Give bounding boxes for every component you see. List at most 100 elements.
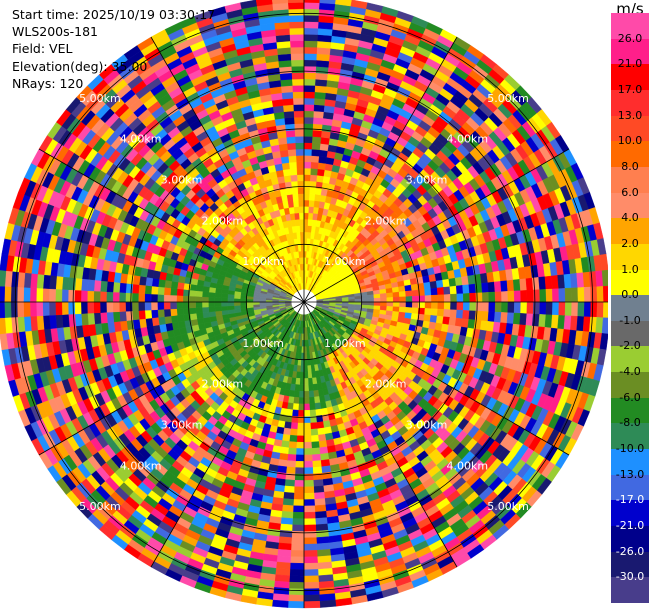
gate-cell bbox=[189, 307, 197, 315]
gate-cell bbox=[195, 296, 203, 303]
gate-cell bbox=[303, 422, 311, 430]
gate-cell bbox=[313, 104, 325, 113]
gate-cell bbox=[303, 40, 318, 48]
gate-cell bbox=[282, 427, 291, 436]
gate-cell bbox=[310, 428, 319, 436]
gate-cell bbox=[577, 301, 585, 317]
gate-cell bbox=[512, 279, 521, 292]
gate-cell bbox=[74, 277, 83, 291]
gate-cell bbox=[313, 110, 325, 119]
gate-cell bbox=[317, 162, 327, 171]
gate-cell bbox=[431, 294, 439, 303]
gate-cell bbox=[100, 312, 108, 324]
gate-cell bbox=[386, 306, 394, 312]
gate-cell bbox=[4, 301, 12, 318]
gate-cell bbox=[306, 358, 311, 366]
gate-cell bbox=[227, 297, 235, 303]
gate-cell bbox=[293, 390, 300, 398]
gate-cell bbox=[281, 504, 294, 513]
gate-cell bbox=[303, 161, 312, 169]
gate-cell bbox=[246, 301, 254, 306]
gate-cell bbox=[303, 193, 310, 201]
gate-cell bbox=[303, 575, 319, 583]
gate-cell bbox=[385, 287, 394, 294]
gate-cell bbox=[93, 312, 102, 325]
gate-cell bbox=[312, 460, 322, 468]
gate-cell bbox=[303, 346, 307, 354]
gate-cell bbox=[295, 448, 305, 456]
gate-cell bbox=[157, 301, 165, 310]
gate-cell bbox=[297, 409, 305, 418]
gate-cell bbox=[283, 485, 295, 494]
gate-cell bbox=[55, 275, 64, 290]
gate-cell bbox=[469, 301, 477, 312]
gate-cell bbox=[176, 308, 184, 316]
gate-cell bbox=[307, 365, 312, 373]
gate-cell bbox=[303, 104, 315, 112]
gate-cell bbox=[558, 288, 566, 303]
gate-cell bbox=[493, 281, 502, 293]
gate-cell bbox=[310, 161, 319, 170]
gate-cell bbox=[437, 294, 445, 303]
gate-cell bbox=[144, 285, 153, 295]
gate-cell bbox=[138, 301, 146, 311]
gate-cell bbox=[298, 403, 305, 411]
gate-cell bbox=[290, 543, 305, 551]
gate-cell bbox=[367, 294, 375, 299]
gate-cell bbox=[0, 285, 6, 303]
gate-cell bbox=[309, 403, 316, 411]
gate-cell bbox=[131, 301, 139, 312]
gate-cell bbox=[279, 529, 293, 538]
gate-cell bbox=[303, 218, 309, 226]
gate-cell bbox=[431, 301, 439, 310]
gate-cell bbox=[303, 518, 316, 526]
gate-cell bbox=[405, 296, 413, 303]
gate-cell bbox=[303, 14, 320, 23]
gate-cell bbox=[354, 295, 362, 300]
gate-cell bbox=[318, 440, 328, 449]
gate-cell bbox=[283, 421, 292, 430]
gate-cell bbox=[405, 307, 413, 314]
gate-cell bbox=[303, 187, 311, 195]
gate-cell bbox=[361, 301, 369, 306]
gate-cell bbox=[131, 310, 140, 321]
gate-cell bbox=[398, 285, 406, 293]
gate-cell bbox=[288, 441, 297, 449]
gate-cell bbox=[80, 278, 89, 291]
gate-cell bbox=[0, 301, 6, 319]
gate-cell bbox=[519, 313, 528, 326]
gate-cell bbox=[233, 301, 241, 306]
gate-cell bbox=[299, 384, 305, 392]
gate-cell bbox=[93, 279, 102, 292]
gate-cell bbox=[310, 434, 319, 443]
gate-cell bbox=[189, 313, 198, 321]
gate-cell bbox=[311, 441, 320, 449]
gate-cell bbox=[443, 294, 451, 303]
gate-cell bbox=[16, 286, 25, 303]
gate-cell bbox=[430, 287, 438, 296]
gate-cell bbox=[189, 295, 197, 303]
gate-cell bbox=[308, 396, 315, 405]
gate-cell bbox=[144, 309, 153, 319]
gate-cell bbox=[284, 479, 295, 487]
gate-cell bbox=[468, 283, 477, 294]
gate-cell bbox=[315, 66, 329, 75]
gate-cell bbox=[163, 287, 172, 296]
gate-cell bbox=[170, 280, 179, 289]
gate-cell bbox=[303, 384, 309, 392]
gate-cell bbox=[292, 403, 299, 411]
gate-cell bbox=[601, 269, 608, 287]
gate-cell bbox=[289, 562, 305, 571]
gate-cell bbox=[423, 281, 432, 290]
gate-cell bbox=[74, 301, 82, 315]
gate-cell bbox=[303, 2, 320, 10]
gate-cell bbox=[437, 301, 445, 310]
gate-cell bbox=[493, 311, 502, 323]
gate-cell bbox=[303, 556, 318, 564]
gate-cell bbox=[303, 403, 310, 411]
gate-cell bbox=[112, 291, 120, 303]
gate-cell bbox=[294, 480, 305, 488]
gate-cell bbox=[361, 298, 369, 303]
gate-cell bbox=[526, 289, 534, 303]
gate-cell bbox=[308, 199, 315, 208]
